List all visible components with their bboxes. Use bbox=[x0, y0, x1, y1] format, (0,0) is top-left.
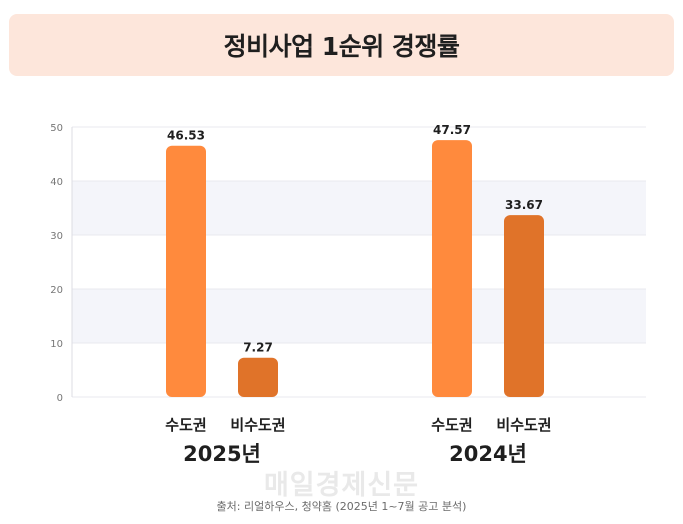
bar bbox=[504, 215, 544, 397]
grid-band bbox=[72, 181, 646, 235]
bar bbox=[166, 145, 206, 397]
x-group-label: 2025년 bbox=[183, 442, 261, 466]
x-category-label: 비수도권 bbox=[230, 416, 285, 434]
y-tick-label: 20 bbox=[50, 285, 63, 296]
y-tick-label: 10 bbox=[50, 339, 63, 350]
bar-value-label: 33.67 bbox=[505, 198, 543, 212]
x-category-label: 수도권 bbox=[165, 416, 206, 434]
y-tick-label: 40 bbox=[50, 177, 63, 188]
y-tick-label: 0 bbox=[57, 393, 63, 404]
x-category-label: 수도권 bbox=[431, 416, 472, 434]
bar-value-label: 7.27 bbox=[243, 341, 273, 355]
source-note: 출처: 리얼하우스, 청약홈 (2025년 1~7월 공고 분석) bbox=[216, 500, 467, 513]
x-group-label: 2024년 bbox=[449, 442, 527, 466]
y-tick-label: 50 bbox=[50, 123, 63, 134]
bar-value-label: 46.53 bbox=[167, 129, 205, 143]
bar bbox=[432, 140, 472, 397]
bar bbox=[238, 357, 278, 397]
y-tick-label: 30 bbox=[50, 231, 63, 242]
grid-band bbox=[72, 289, 646, 343]
x-category-label: 비수도권 bbox=[496, 416, 551, 434]
title-banner: 정비사업 1순위 경쟁률 bbox=[9, 14, 674, 76]
bar-value-label: 47.57 bbox=[433, 123, 471, 137]
watermark: 매일경제신문 bbox=[263, 470, 420, 501]
chart-title: 정비사업 1순위 경쟁률 bbox=[223, 32, 460, 61]
